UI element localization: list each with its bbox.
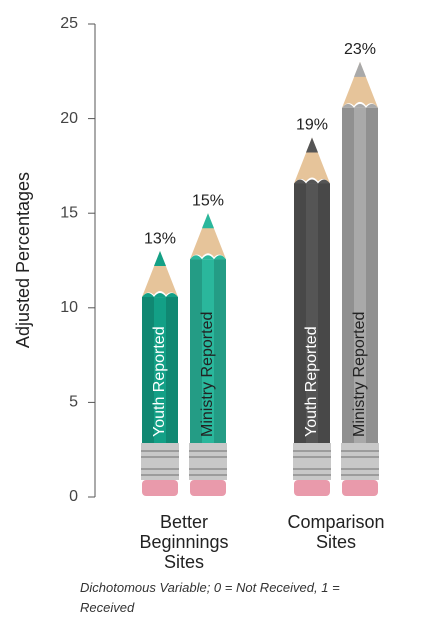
pencil-ferrule	[293, 443, 331, 480]
pencil-ferrule	[141, 443, 179, 480]
y-tick-label: 15	[60, 204, 78, 221]
pencil-eraser	[190, 480, 226, 496]
pencil-eraser	[342, 480, 378, 496]
pencil-facet	[142, 297, 154, 443]
pencil-facet	[342, 107, 354, 443]
value-label: 19%	[296, 117, 328, 134]
pencil-wood	[294, 137, 330, 184]
pencil-facet	[190, 259, 202, 443]
pencil-facet	[214, 259, 226, 443]
pencil-eraser	[142, 480, 178, 496]
pencil-facet	[366, 107, 378, 443]
pencil-facet	[166, 297, 178, 443]
y-tick-label: 25	[60, 15, 78, 32]
pencil-bar	[189, 213, 227, 496]
pencil-wood	[190, 213, 226, 260]
x-tick-label: Comparison Sites	[287, 512, 385, 552]
pencil-scallop	[142, 293, 178, 298]
pencil-facet	[318, 183, 330, 443]
footnote: Dichotomous Variable; 0 = Not Received, …	[80, 580, 340, 615]
pencil-lead	[202, 213, 214, 229]
pencil-bar	[141, 251, 179, 496]
pencil-wood	[342, 61, 378, 108]
series-label: Youth Reported	[151, 326, 168, 437]
value-label: 15%	[192, 192, 224, 209]
pencil-lead	[154, 251, 166, 267]
pencil-eraser	[294, 480, 330, 496]
y-tick-label: 20	[60, 110, 78, 127]
pencil-scallop	[342, 103, 378, 108]
series-label: Ministry Reported	[351, 312, 368, 437]
pencil-lead	[306, 137, 318, 153]
pencil-scallop	[190, 255, 226, 260]
pencil-scallop	[294, 179, 330, 184]
series-label: Ministry Reported	[199, 312, 216, 437]
y-tick-label: 10	[60, 299, 78, 316]
value-label: 13%	[144, 230, 176, 247]
series-label: Youth Reported	[303, 326, 320, 437]
y-tick-label: 5	[69, 394, 78, 411]
y-axis-title: Adjusted Percentages	[13, 172, 33, 348]
pencil-wood	[142, 251, 178, 298]
pencil-ferrule	[341, 443, 379, 480]
pencil-ferrule	[189, 443, 227, 480]
pencil-bar	[341, 61, 379, 496]
value-label: 23%	[344, 41, 376, 58]
pencil-bar	[293, 137, 331, 496]
pencil-lead	[354, 61, 366, 77]
y-tick-label: 0	[69, 488, 78, 505]
x-tick-label: Better Beginnings Sites	[139, 512, 229, 572]
pencil-facet	[294, 183, 306, 443]
